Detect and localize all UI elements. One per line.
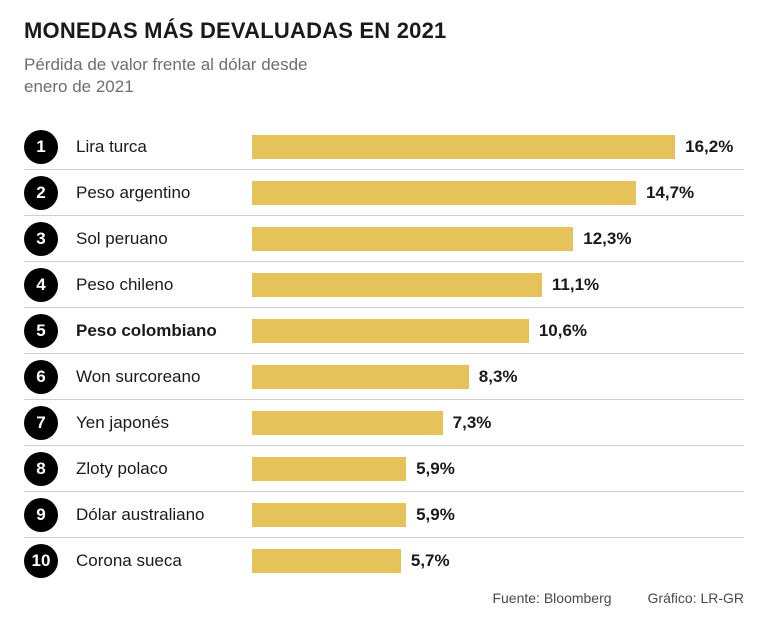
rank-badge: 8 — [24, 452, 58, 486]
currency-label: Peso chileno — [76, 275, 252, 295]
bar-value: 5,7% — [411, 551, 450, 571]
table-row: 4 Peso chileno 11,1% — [24, 262, 744, 308]
table-row: 6 Won surcoreano 8,3% — [24, 354, 744, 400]
bar-container: 5,9% — [252, 492, 744, 537]
rank-badge: 6 — [24, 360, 58, 394]
currency-label: Dólar australiano — [76, 505, 252, 525]
bar-value: 5,9% — [416, 459, 455, 479]
bar-value: 16,2% — [685, 137, 733, 157]
bar — [252, 365, 469, 389]
table-row: 8 Zloty polaco 5,9% — [24, 446, 744, 492]
table-row: 10 Corona sueca 5,7% — [24, 538, 744, 584]
bar-value: 5,9% — [416, 505, 455, 525]
rank-badge: 10 — [24, 544, 58, 578]
footer-source: Fuente: Bloomberg — [492, 590, 611, 606]
currency-label: Peso argentino — [76, 183, 252, 203]
currency-label: Lira turca — [76, 137, 252, 157]
bar-container: 16,2% — [252, 124, 744, 169]
bar-value: 8,3% — [479, 367, 518, 387]
footer-graphic-value: LR-GR — [700, 590, 744, 606]
chart-title: MONEDAS MÁS DEVALUADAS EN 2021 — [24, 18, 744, 44]
footer-graphic: Gráfico: LR-GR — [648, 590, 744, 606]
currency-label: Corona sueca — [76, 551, 252, 571]
currency-label: Yen japonés — [76, 413, 252, 433]
bar — [252, 411, 443, 435]
bar — [252, 181, 636, 205]
bar-container: 5,9% — [252, 446, 744, 491]
bar-value: 10,6% — [539, 321, 587, 341]
footer-source-prefix: Fuente: — [492, 590, 543, 606]
bar-value: 12,3% — [583, 229, 631, 249]
chart-footer: Fuente: Bloomberg Gráfico: LR-GR — [24, 590, 744, 606]
bar-container: 12,3% — [252, 216, 744, 261]
bar-chart: 1 Lira turca 16,2% 2 Peso argentino 14,7% 3 Sol… — [24, 124, 744, 584]
rank-badge: 5 — [24, 314, 58, 348]
bar-container: 7,3% — [252, 400, 744, 445]
rank-badge: 1 — [24, 130, 58, 164]
bar — [252, 549, 401, 573]
rank-badge: 9 — [24, 498, 58, 532]
currency-label: Zloty polaco — [76, 459, 252, 479]
bar — [252, 503, 406, 527]
table-row: 3 Sol peruano 12,3% — [24, 216, 744, 262]
table-row: 7 Yen japonés 7,3% — [24, 400, 744, 446]
bar — [252, 319, 529, 343]
table-row: 1 Lira turca 16,2% — [24, 124, 744, 170]
bar-value: 7,3% — [453, 413, 492, 433]
bar — [252, 135, 675, 159]
table-row: 5 Peso colombiano 10,6% — [24, 308, 744, 354]
bar-container: 5,7% — [252, 538, 744, 584]
footer-graphic-prefix: Gráfico: — [648, 590, 701, 606]
bar — [252, 457, 406, 481]
bar-container: 11,1% — [252, 262, 744, 307]
bar-container: 10,6% — [252, 308, 744, 353]
rank-badge: 3 — [24, 222, 58, 256]
chart-subtitle: Pérdida de valor frente al dólar desde e… — [24, 54, 324, 98]
bar-value: 11,1% — [552, 275, 599, 295]
rank-badge: 2 — [24, 176, 58, 210]
table-row: 2 Peso argentino 14,7% — [24, 170, 744, 216]
bar — [252, 273, 542, 297]
bar-value: 14,7% — [646, 183, 694, 203]
currency-label: Peso colombiano — [76, 321, 252, 341]
currency-label: Sol peruano — [76, 229, 252, 249]
rank-badge: 4 — [24, 268, 58, 302]
bar — [252, 227, 573, 251]
table-row: 9 Dólar australiano 5,9% — [24, 492, 744, 538]
footer-source-value: Bloomberg — [544, 590, 612, 606]
bar-container: 14,7% — [252, 170, 744, 215]
bar-container: 8,3% — [252, 354, 744, 399]
currency-label: Won surcoreano — [76, 367, 252, 387]
rank-badge: 7 — [24, 406, 58, 440]
